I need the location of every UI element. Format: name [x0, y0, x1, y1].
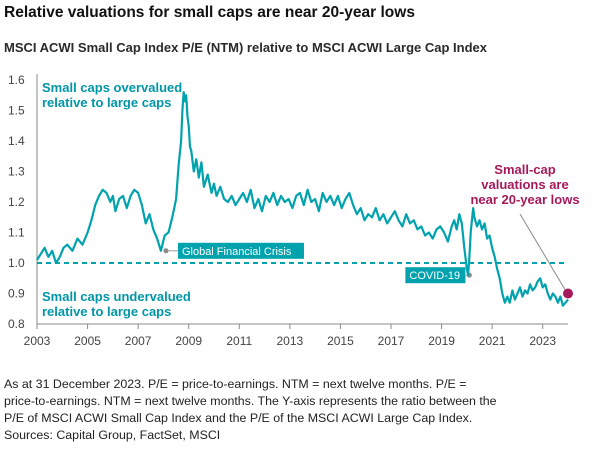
y-tick-label: 1.2	[8, 195, 25, 209]
annotation-lows: Small-cap	[494, 162, 555, 177]
end-point-marker	[563, 288, 573, 299]
chart-subtitle: MSCI ACWI Small Cap Index P/E (NTM) rela…	[4, 40, 487, 55]
annotation-lows: near 20-year lows	[470, 192, 579, 207]
series-line	[36, 91, 569, 307]
x-axis: 2003 2005 2007 2009 2011 2013 2015 2017 2019 2021…	[24, 323, 568, 348]
y-tick-label: 1.1	[8, 226, 25, 240]
y-tick-label: 1.6	[8, 73, 25, 87]
y-tick-label: 0.9	[8, 287, 25, 301]
gfc-label: Global Financial Crisis	[182, 246, 292, 258]
annotation-overvalued: Small caps overvalued	[42, 80, 182, 95]
y-tick-label: 1.0	[8, 256, 25, 270]
x-tick-label: 2023	[529, 334, 556, 348]
x-tick-label: 2015	[327, 334, 354, 348]
y-tick-label: 1.5	[8, 104, 25, 118]
footnote-line: price-to-earnings. NTM = next twelve mon…	[4, 394, 497, 408]
x-tick-label: 2007	[125, 334, 152, 348]
y-tick-label: 1.4	[8, 134, 25, 148]
annotation-overvalued: relative to large caps	[42, 95, 171, 110]
annotation-undervalued: relative to large caps	[42, 304, 171, 319]
gfc-marker	[163, 248, 169, 254]
annotation-undervalued: Small caps undervalued	[42, 289, 191, 304]
annotation-leaders	[163, 213, 566, 290]
page-title: Relative valuations for small caps are n…	[4, 4, 415, 21]
y-axis: 0.8 0.9 1.0 1.1 1.2 1.3 1.4 1.5 1.6	[8, 73, 38, 331]
footnote-line: As at 31 December 2023. P/E = price-to-e…	[4, 377, 467, 391]
x-tick-label: 2003	[24, 334, 51, 348]
line-chart: 0.8 0.9 1.0 1.1 1.2 1.3 1.4 1.5 1.6 2003 2005 2007…	[8, 73, 580, 348]
lows-leader	[519, 213, 566, 290]
footnote: As at 31 December 2023. P/E = price-to-e…	[4, 376, 596, 444]
x-tick-label: 2021	[479, 334, 506, 348]
gfc-label-box	[177, 242, 304, 259]
x-tick-label: 2011	[226, 334, 252, 348]
y-tick-label: 1.3	[8, 165, 25, 179]
y-tick-label: 0.8	[8, 317, 25, 331]
footnote-line: P/E of MSCI ACWI Small Cap Index and the…	[4, 411, 473, 425]
x-tick-label: 2009	[175, 334, 202, 348]
x-tick-label: 2013	[277, 334, 304, 348]
footnote-line: Sources: Capital Group, FactSet, MSCI	[4, 428, 221, 442]
x-tick-label: 2005	[74, 334, 101, 348]
covid-label-box	[405, 267, 466, 284]
annotation-lows: valuations are	[481, 177, 568, 192]
covid-label: COVID-19	[409, 270, 460, 282]
x-tick-label: 2017	[378, 334, 405, 348]
x-tick-label: 2019	[428, 334, 455, 348]
